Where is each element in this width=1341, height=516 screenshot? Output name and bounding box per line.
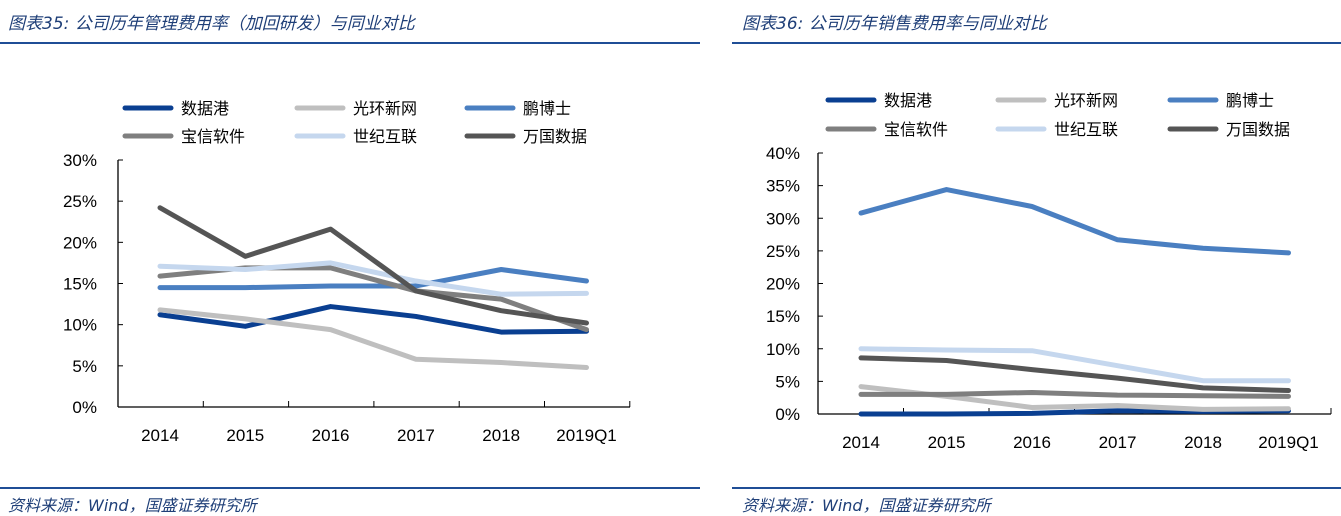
x-tick-label: 2014 xyxy=(842,433,880,452)
source-rule-right xyxy=(732,487,1341,489)
x-tick-label: 2017 xyxy=(1099,433,1137,452)
title-rule-right xyxy=(732,42,1341,44)
series-line-世纪互联 xyxy=(858,346,1291,384)
chart-title-right: 图表36: 公司历年销售费用率与同业对比 xyxy=(742,14,1047,34)
series-line-万国数据 xyxy=(157,205,589,326)
y-tick-label: 10% xyxy=(766,340,800,359)
series-line-万国数据 xyxy=(858,355,1291,394)
source-right: 资料来源：Wind，国盛证券研究所 xyxy=(742,496,991,515)
series-line-数据港 xyxy=(157,304,589,335)
x-tick-label: 2019Q1 xyxy=(556,426,617,445)
legend-label: 数据港 xyxy=(884,91,932,110)
y-tick-label: 25% xyxy=(63,192,97,211)
chart-title-left: 图表35: 公司历年管理费用率（加回研发）与同业对比 xyxy=(8,14,415,34)
legend-label: 万国数据 xyxy=(1226,120,1290,139)
y-tick-label: 25% xyxy=(766,242,800,261)
series-line-宝信软件 xyxy=(858,389,1291,399)
legend-label: 鹏博士 xyxy=(523,99,571,118)
y-tick-label: 15% xyxy=(63,275,97,294)
x-tick-label: 2018 xyxy=(482,426,520,445)
legend-label: 世纪互联 xyxy=(353,127,417,146)
legend-label: 宝信软件 xyxy=(884,120,948,139)
source-rule-left xyxy=(0,487,700,489)
x-tick-label: 2019Q1 xyxy=(1258,433,1319,452)
title-rule-left xyxy=(0,42,700,44)
legend-label: 万国数据 xyxy=(523,127,587,146)
y-tick-label: 20% xyxy=(63,233,97,252)
source-left: 资料来源：Wind，国盛证券研究所 xyxy=(8,496,257,515)
y-tick-label: 30% xyxy=(63,151,97,170)
x-tick-label: 2015 xyxy=(226,426,264,445)
x-tick-label: 2015 xyxy=(928,433,966,452)
y-tick-label: 0% xyxy=(72,398,97,417)
y-tick-label: 20% xyxy=(766,275,800,294)
x-tick-label: 2014 xyxy=(141,426,179,445)
y-tick-label: 35% xyxy=(766,177,800,196)
y-tick-label: 5% xyxy=(775,372,800,391)
x-tick-label: 2016 xyxy=(1013,433,1051,452)
y-tick-label: 15% xyxy=(766,307,800,326)
legend-label: 宝信软件 xyxy=(181,127,245,146)
x-tick-label: 2017 xyxy=(397,426,435,445)
series-line-世纪互联 xyxy=(157,260,589,297)
series-line-光环新网 xyxy=(157,307,589,370)
legend-label: 数据港 xyxy=(181,99,229,118)
legend-label: 世纪互联 xyxy=(1054,120,1118,139)
y-tick-label: 30% xyxy=(766,209,800,228)
x-tick-label: 2016 xyxy=(312,426,350,445)
y-tick-label: 40% xyxy=(766,144,800,163)
legend-label: 光环新网 xyxy=(353,99,417,118)
series-line-宝信软件 xyxy=(157,265,589,333)
series-line-鹏博士 xyxy=(157,267,589,291)
y-tick-label: 10% xyxy=(63,316,97,335)
legend-label: 鹏博士 xyxy=(1226,91,1274,110)
legend-label: 光环新网 xyxy=(1054,91,1118,110)
x-tick-label: 2018 xyxy=(1184,433,1222,452)
y-tick-label: 5% xyxy=(72,357,97,376)
y-tick-label: 0% xyxy=(775,405,800,424)
series-line-鹏博士 xyxy=(858,187,1291,256)
